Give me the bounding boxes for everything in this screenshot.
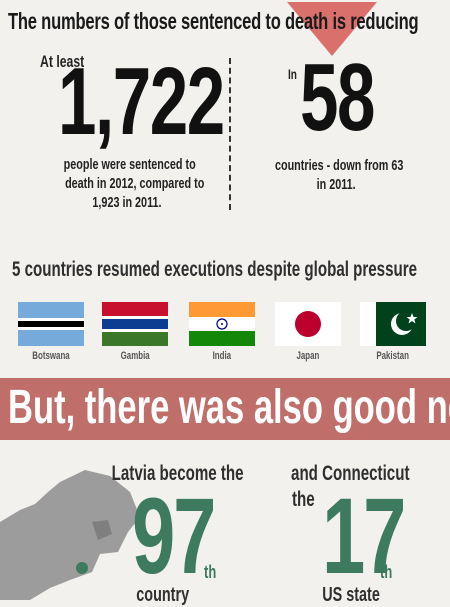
countries-number: 58 — [300, 44, 375, 151]
good-news-banner-text: But, there was also good news — [8, 381, 450, 434]
flag-label-pakistan: Pakistan — [376, 350, 410, 362]
connecticut-text-the: the — [292, 488, 315, 511]
latvia-text: Latvia become the — [111, 462, 244, 485]
gambia-flag-icon — [102, 302, 168, 346]
connecticut-text: and Connecticut — [291, 462, 410, 485]
sentenced-prefix: At least — [40, 52, 85, 71]
dashed-divider — [229, 58, 231, 210]
flag-label-japan: Japan — [296, 350, 320, 362]
connecticut-number: 17 — [322, 475, 406, 596]
sentenced-caption: people were sentenced to death in 2012, … — [63, 156, 205, 211]
latvia-unit: country — [136, 584, 190, 606]
resumed-heading: 5 countries resumed executions despite g… — [12, 258, 418, 281]
flag-label-botswana: Botswana — [32, 350, 70, 362]
connecticut-unit: US state — [322, 584, 380, 606]
countries-caption: countries - down from 63 in 2011. — [274, 157, 404, 193]
headline: The numbers of those sentenced to death … — [8, 8, 419, 34]
latvia-ordinal-suffix: th — [204, 562, 217, 582]
india-flag-icon — [189, 302, 255, 346]
connecticut-ordinal-suffix: th — [380, 562, 393, 582]
pakistan-flag-icon — [360, 302, 426, 346]
botswana-flag-icon — [18, 302, 84, 346]
red-down-triangle — [287, 2, 377, 56]
europe-map-icon — [0, 470, 140, 600]
sentenced-number: 1,722 — [58, 48, 225, 155]
good-news-banner: But, there was also good news — [0, 378, 450, 440]
countries-prefix: In — [288, 66, 297, 82]
flag-label-india: India — [212, 350, 232, 362]
japan-flag-icon — [275, 302, 341, 346]
latvia-number: 97 — [132, 475, 216, 596]
flag-label-gambia: Gambia — [120, 350, 150, 362]
